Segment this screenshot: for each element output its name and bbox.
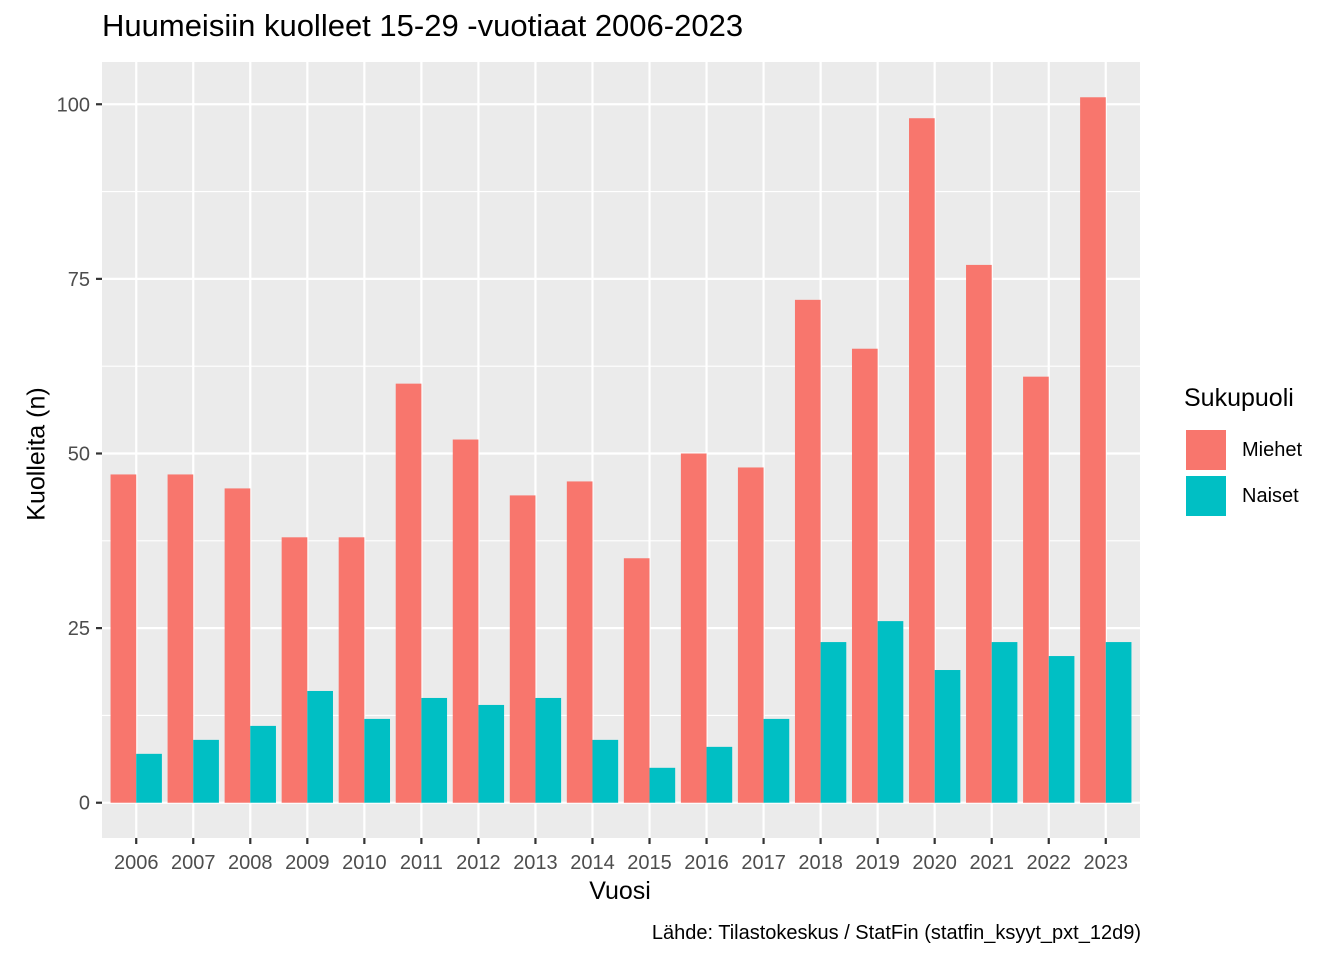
bar-miehet-2009 [281, 537, 308, 803]
bar-naiset-2011 [421, 697, 448, 803]
x-tick-label: 2008 [228, 852, 273, 874]
bar-miehet-2007 [167, 474, 194, 803]
bar-naiset-2013 [535, 697, 562, 803]
bar-miehet-2011 [395, 383, 422, 803]
x-tick-label: 2021 [969, 852, 1014, 874]
bar-naiset-2008 [250, 725, 276, 803]
x-tick-label: 2014 [570, 852, 615, 874]
bar-miehet-2021 [966, 264, 992, 803]
x-tick-label: 2010 [342, 852, 387, 874]
bar-miehet-2018 [794, 299, 821, 803]
bar-naiset-2009 [307, 690, 333, 803]
bar-miehet-2019 [851, 348, 878, 803]
bar-naiset-2012 [478, 704, 505, 803]
y-tick-label: 75 [68, 269, 90, 291]
x-axis-label: Vuosi [589, 877, 651, 905]
legend-item-miehet: Miehet [1184, 427, 1302, 473]
bar-miehet-2023 [1080, 97, 1106, 803]
bar-naiset-2017 [763, 718, 790, 803]
bar-naiset-2021 [991, 642, 1018, 803]
bar-miehet-2008 [224, 488, 251, 803]
y-tick-label: 0 [79, 793, 90, 815]
legend: Sukupuoli Miehet Naiset [1184, 384, 1302, 519]
legend-title: Sukupuoli [1184, 384, 1294, 412]
x-tick-label: 2019 [855, 852, 900, 874]
bar-miehet-2015 [623, 558, 650, 803]
source-caption: Lähde: Tilastokeskus / StatFin (statfin_… [651, 922, 1141, 944]
bar-naiset-2018 [820, 642, 847, 803]
bars [110, 97, 1132, 803]
bar-miehet-2013 [509, 495, 536, 803]
bar-naiset-2022 [1048, 656, 1075, 803]
x-tick-label: 2007 [171, 852, 216, 874]
bar-miehet-2012 [452, 439, 479, 803]
legend-item-naiset: Naiset [1184, 473, 1302, 519]
x-tick-label: 2018 [798, 852, 843, 874]
chart-title: Huumeisiin kuolleet 15-29 -vuotiaat 2006… [102, 8, 744, 43]
x-tick-label: 2023 [1084, 852, 1129, 874]
bar-miehet-2014 [566, 481, 593, 803]
x-tick-label: 2015 [627, 852, 672, 874]
bar-naiset-2020 [934, 670, 961, 803]
legend-swatch-naiset [1184, 474, 1228, 518]
y-tick-label: 100 [57, 94, 90, 116]
bar-miehet-2022 [1023, 376, 1049, 803]
x-axis: 2006 2007 2008 2009 2010 2011 2012 2013 2014 2015… [114, 838, 1128, 874]
x-tick-label: 2009 [285, 852, 330, 874]
x-tick-label: 2012 [456, 852, 501, 874]
x-tick-label: 2017 [741, 852, 786, 874]
bar-miehet-2016 [680, 453, 707, 803]
x-tick-label: 2013 [513, 852, 558, 874]
bar-miehet-2020 [909, 118, 935, 803]
legend-swatch-miehet [1184, 428, 1228, 472]
y-tick-label: 25 [68, 618, 90, 640]
x-tick-label: 2020 [912, 852, 957, 874]
y-tick-label: 50 [68, 443, 90, 465]
y-axis: 0 25 50 75 100 [57, 94, 102, 815]
bar-naiset-2015 [649, 767, 676, 803]
bar-naiset-2016 [706, 746, 733, 803]
bar-miehet-2017 [737, 467, 764, 803]
bar-naiset-2010 [364, 718, 391, 803]
y-axis-label: Kuolleita (n) [22, 387, 51, 521]
bar-miehet-2010 [338, 537, 365, 803]
bar-naiset-2023 [1105, 642, 1132, 803]
legend-label-miehet: Miehet [1242, 438, 1303, 461]
x-tick-label: 2006 [114, 852, 159, 874]
legend-label-naiset: Naiset [1242, 484, 1299, 507]
x-tick-label: 2011 [400, 852, 443, 874]
bar-naiset-2014 [592, 739, 619, 803]
x-tick-label: 2022 [1026, 852, 1071, 874]
bar-naiset-2007 [193, 739, 219, 803]
bar-naiset-2006 [136, 753, 162, 803]
bar-naiset-2019 [877, 621, 904, 803]
bar-miehet-2006 [110, 474, 137, 803]
x-tick-label: 2016 [684, 852, 729, 874]
